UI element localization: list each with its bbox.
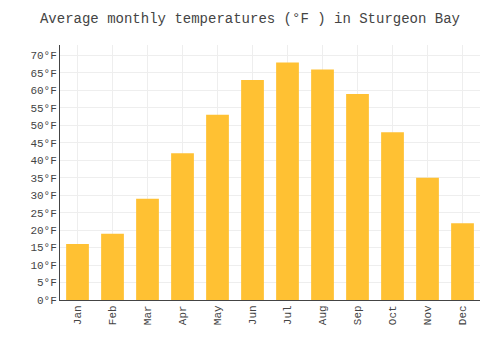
svg-text:May: May: [212, 305, 224, 325]
svg-text:Dec: Dec: [457, 305, 469, 325]
svg-text:Jun: Jun: [247, 305, 259, 325]
svg-text:65°F: 65°F: [30, 68, 56, 80]
svg-text:55°F: 55°F: [30, 103, 56, 115]
svg-text:20°F: 20°F: [30, 225, 56, 237]
svg-text:Apr: Apr: [177, 305, 189, 325]
svg-text:Average monthly temperatures (: Average monthly temperatures (°F ) in St…: [40, 11, 460, 27]
svg-text:Jul: Jul: [282, 305, 294, 325]
svg-text:0°F: 0°F: [37, 295, 57, 307]
svg-text:45°F: 45°F: [30, 138, 56, 150]
svg-text:Aug: Aug: [317, 305, 329, 325]
svg-text:30°F: 30°F: [30, 190, 56, 202]
svg-text:15°F: 15°F: [30, 242, 56, 254]
svg-text:40°F: 40°F: [30, 155, 56, 167]
svg-text:Sep: Sep: [352, 305, 364, 325]
svg-text:5°F: 5°F: [37, 277, 57, 289]
svg-text:50°F: 50°F: [30, 120, 56, 132]
svg-text:60°F: 60°F: [30, 85, 56, 97]
svg-text:35°F: 35°F: [30, 173, 56, 185]
svg-text:Oct: Oct: [387, 305, 399, 325]
svg-text:10°F: 10°F: [30, 260, 56, 272]
svg-text:Mar: Mar: [142, 305, 154, 325]
svg-text:Feb: Feb: [107, 305, 119, 325]
svg-text:Nov: Nov: [422, 305, 434, 325]
svg-text:25°F: 25°F: [30, 208, 56, 220]
svg-text:70°F: 70°F: [30, 50, 56, 62]
svg-text:Jan: Jan: [72, 305, 84, 325]
